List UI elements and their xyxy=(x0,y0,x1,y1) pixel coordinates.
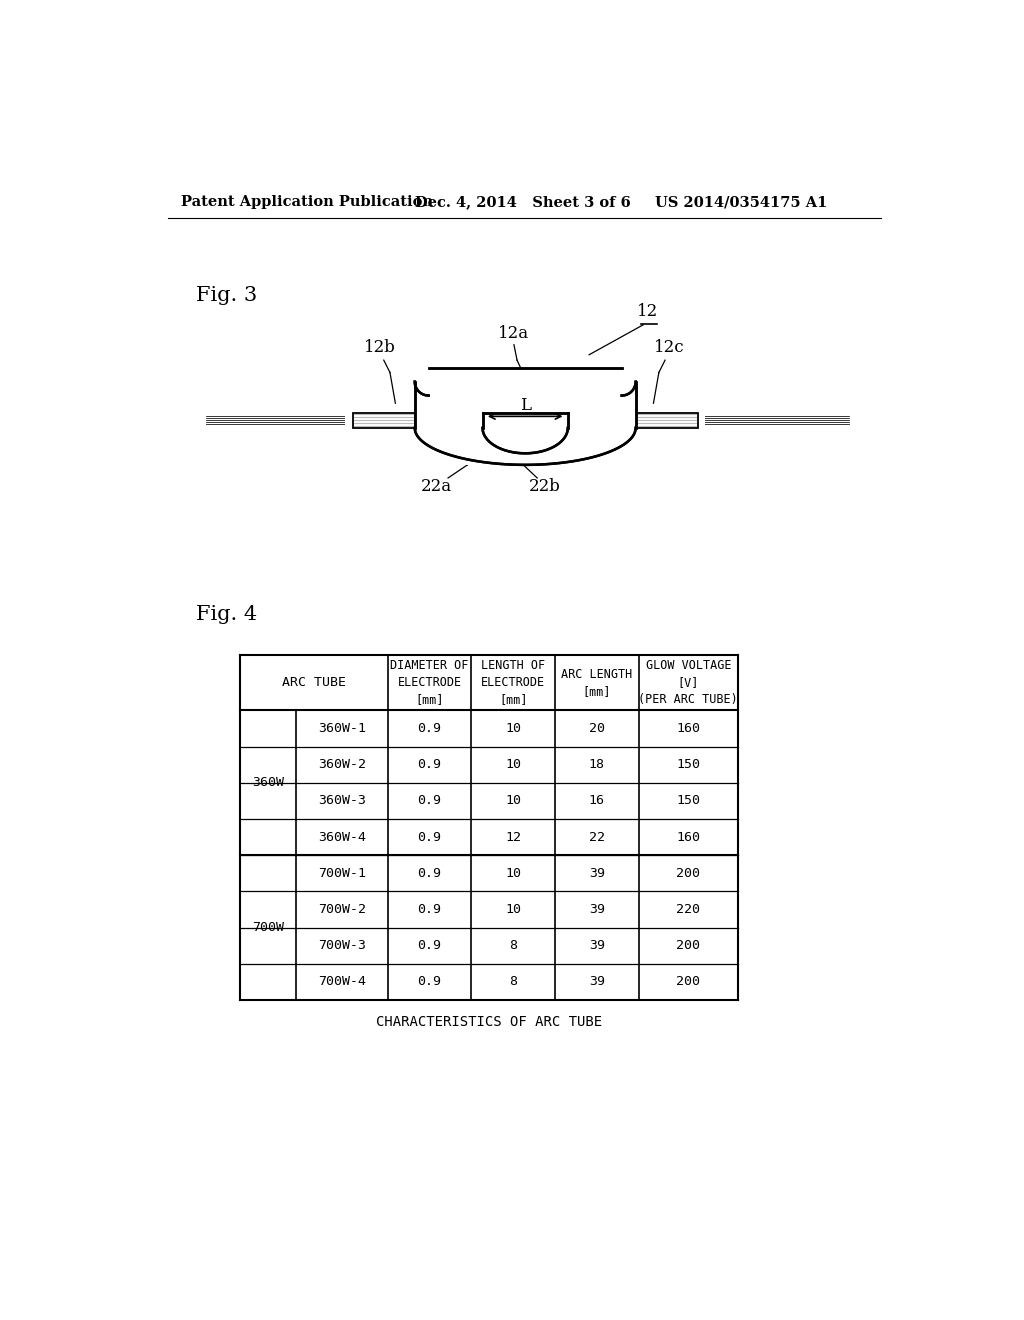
Text: 10: 10 xyxy=(505,722,521,735)
Text: ARC TUBE: ARC TUBE xyxy=(282,676,346,689)
Text: 700W-2: 700W-2 xyxy=(317,903,366,916)
Text: 360W: 360W xyxy=(252,776,285,789)
Text: 200: 200 xyxy=(676,867,700,880)
Text: 0.9: 0.9 xyxy=(418,830,441,843)
Text: Dec. 4, 2014   Sheet 3 of 6: Dec. 4, 2014 Sheet 3 of 6 xyxy=(415,195,631,210)
Text: 0.9: 0.9 xyxy=(418,975,441,989)
Text: 39: 39 xyxy=(589,867,605,880)
Text: 10: 10 xyxy=(505,758,521,771)
Text: 360W-1: 360W-1 xyxy=(317,722,366,735)
Text: 22b: 22b xyxy=(529,478,561,495)
Bar xyxy=(415,368,636,465)
Text: 10: 10 xyxy=(505,903,521,916)
Text: LENGTH OF
ELECTRODE
[mm]: LENGTH OF ELECTRODE [mm] xyxy=(481,659,545,706)
Text: 10: 10 xyxy=(505,795,521,808)
Polygon shape xyxy=(482,412,568,453)
Polygon shape xyxy=(568,368,636,412)
Text: 20: 20 xyxy=(589,722,605,735)
Text: 700W-3: 700W-3 xyxy=(317,940,366,952)
Text: 8: 8 xyxy=(509,940,517,952)
Text: 12c: 12c xyxy=(653,338,684,355)
Text: Patent Application Publication: Patent Application Publication xyxy=(180,195,433,210)
Polygon shape xyxy=(415,368,482,412)
Bar xyxy=(345,409,706,432)
Text: 39: 39 xyxy=(589,940,605,952)
Text: 39: 39 xyxy=(589,975,605,989)
Text: 12: 12 xyxy=(637,304,657,321)
Text: 0.9: 0.9 xyxy=(418,867,441,880)
Text: Fig. 4: Fig. 4 xyxy=(197,605,257,624)
Text: 0.9: 0.9 xyxy=(418,722,441,735)
Text: L: L xyxy=(520,397,530,414)
Text: 360W-3: 360W-3 xyxy=(317,795,366,808)
Text: 160: 160 xyxy=(676,830,700,843)
Text: 220: 220 xyxy=(676,903,700,916)
Text: 160: 160 xyxy=(676,722,700,735)
Text: 0.9: 0.9 xyxy=(418,758,441,771)
Bar xyxy=(636,412,697,428)
Text: 12: 12 xyxy=(505,830,521,843)
Text: 0.9: 0.9 xyxy=(418,903,441,916)
Text: 150: 150 xyxy=(676,758,700,771)
Text: 0.9: 0.9 xyxy=(418,940,441,952)
Text: 0.9: 0.9 xyxy=(418,795,441,808)
Text: 700W-1: 700W-1 xyxy=(317,867,366,880)
Text: GLOW VOLTAGE
[V]
(PER ARC TUBE): GLOW VOLTAGE [V] (PER ARC TUBE) xyxy=(638,659,738,706)
Text: 360W-4: 360W-4 xyxy=(317,830,366,843)
Text: 700W-4: 700W-4 xyxy=(317,975,366,989)
Text: 8: 8 xyxy=(509,975,517,989)
Text: 150: 150 xyxy=(676,795,700,808)
Text: 12b: 12b xyxy=(364,338,396,355)
Text: 10: 10 xyxy=(505,867,521,880)
Text: 22: 22 xyxy=(589,830,605,843)
Text: 18: 18 xyxy=(589,758,605,771)
Text: 360W-2: 360W-2 xyxy=(317,758,366,771)
Text: 39: 39 xyxy=(589,903,605,916)
Text: 200: 200 xyxy=(676,975,700,989)
Text: 16: 16 xyxy=(589,795,605,808)
Text: 22a: 22a xyxy=(421,478,452,495)
Text: 12a: 12a xyxy=(499,325,529,342)
Text: Fig. 3: Fig. 3 xyxy=(197,286,257,305)
Text: DIAMETER OF
ELECTRODE
[mm]: DIAMETER OF ELECTRODE [mm] xyxy=(390,659,469,706)
Text: ARC LENGTH
[mm]: ARC LENGTH [mm] xyxy=(561,668,633,698)
Text: 700W: 700W xyxy=(252,921,285,935)
Polygon shape xyxy=(415,428,636,465)
Text: 200: 200 xyxy=(676,940,700,952)
Text: US 2014/0354175 A1: US 2014/0354175 A1 xyxy=(655,195,827,210)
Bar xyxy=(636,412,697,428)
Bar xyxy=(352,412,415,428)
Bar xyxy=(352,412,415,428)
Text: CHARACTERISTICS OF ARC TUBE: CHARACTERISTICS OF ARC TUBE xyxy=(376,1015,602,1028)
